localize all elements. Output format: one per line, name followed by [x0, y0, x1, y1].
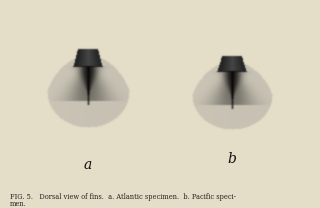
- Text: men.: men.: [10, 200, 26, 208]
- Text: FIG. 5.   Dorsal view of fins.  a. Atlantic specimen.  b. Pacific speci-: FIG. 5. Dorsal view of fins. a. Atlantic…: [10, 193, 236, 201]
- Text: a: a: [84, 158, 92, 172]
- Text: b: b: [228, 152, 236, 166]
